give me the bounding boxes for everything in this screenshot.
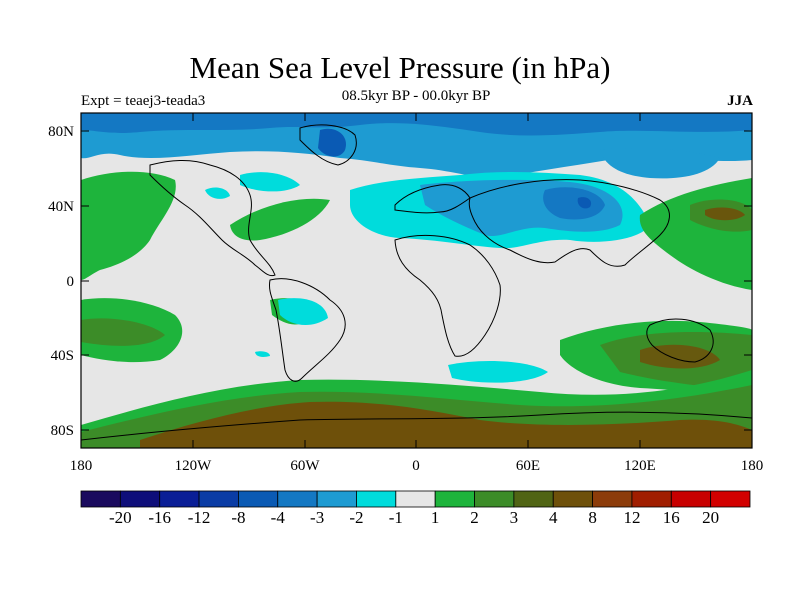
tibet-low: [543, 187, 605, 220]
colorbar-swatch: [552, 490, 593, 508]
x-tick-label: 180: [70, 458, 93, 474]
colorbar-label: 8: [588, 508, 597, 527]
season-label: JJA: [727, 93, 753, 109]
colorbar-label: -3: [310, 508, 324, 527]
subpolar-cyan: [205, 187, 230, 199]
colorbar-swatch: [80, 490, 121, 508]
africa-coast: [394, 235, 501, 357]
chart-subtitle: 08.5kyr BP - 00.0kyr BP: [341, 88, 491, 104]
asia-coast: [468, 179, 670, 267]
south-america-coast: [269, 278, 346, 382]
colorbar-label: 16: [663, 508, 680, 527]
pressure-anomaly-field: [81, 113, 752, 448]
colorbar-swatch: [198, 490, 239, 508]
south-america-cyan: [278, 298, 328, 326]
colorbar-swatch: [277, 490, 318, 508]
south-pacific-high-core: [81, 318, 165, 346]
colorbar-label: 4: [549, 508, 558, 527]
colorbar-swatch: [119, 490, 161, 508]
colorbar-swatch: [395, 490, 436, 508]
colorbar-swatch: [316, 490, 357, 508]
colorbar-label: -2: [349, 508, 363, 527]
colorbar: -20 -16 -12 -8 -4 -3 -2 -1 1 2 3 4 8 12 16 20: [80, 490, 751, 527]
colorbar-swatch: [238, 490, 279, 508]
atlantic-high: [230, 198, 330, 241]
north-america-coast: [149, 160, 276, 277]
colorbar-swatch: [670, 490, 712, 508]
colorbar-label: -4: [271, 508, 286, 527]
y-axis: 80N 40N 0 40S 80S: [48, 124, 752, 439]
y-tick-label: 40S: [51, 348, 74, 364]
x-tick-label: 60E: [516, 458, 540, 474]
colorbar-label: 3: [510, 508, 519, 527]
y-tick-label: 40N: [48, 199, 74, 215]
antarctica-coast: [81, 411, 752, 441]
colorbar-swatch: [474, 490, 515, 508]
experiment-label: Expt = teaej3-teada3: [81, 93, 206, 109]
colorbar-swatch: [356, 490, 397, 508]
colorbar-swatch: [592, 490, 633, 508]
colorbar-label: -12: [188, 508, 211, 527]
colorbar-swatch: [710, 490, 751, 508]
coastlines: [81, 124, 752, 441]
x-tick-label: 120E: [624, 458, 656, 474]
north-pacific-high: [81, 171, 176, 280]
colorbar-swatch: [434, 490, 475, 508]
colorbar-label: 1: [431, 508, 440, 527]
colorbar-swatch: [631, 490, 672, 508]
colorbar-swatch: [159, 490, 200, 508]
x-tick-label: 60W: [290, 458, 320, 474]
north-atlantic-cyan: [240, 172, 300, 192]
east-asia-high-peak: [705, 207, 745, 221]
tibet-core-low: [577, 197, 592, 209]
colorbar-label: -1: [389, 508, 403, 527]
chart-title: Mean Sea Level Pressure (in hPa): [189, 50, 611, 85]
greenland-low: [318, 128, 346, 157]
y-tick-label: 80S: [51, 423, 74, 439]
colorbar-label: 20: [702, 508, 719, 527]
colorbar-label: 12: [623, 508, 640, 527]
x-axis: 180 120W 60W 0 60E 120E 180: [70, 113, 764, 474]
colorbar-label: 2: [470, 508, 479, 527]
y-tick-label: 80N: [48, 124, 74, 140]
siberia-low: [600, 147, 720, 179]
australia-coast: [646, 318, 714, 363]
arctic-deep-region: [81, 113, 752, 136]
colorbar-label: -20: [109, 508, 132, 527]
colorbar-swatch: [513, 490, 554, 508]
x-tick-label: 180: [741, 458, 764, 474]
x-tick-label: 0: [412, 458, 420, 474]
antarctic-brown: [140, 401, 752, 448]
colorbar-label: -8: [231, 508, 245, 527]
y-tick-label: 0: [67, 274, 75, 290]
x-tick-label: 120W: [175, 458, 213, 474]
southern-ocean-cyan: [255, 351, 270, 357]
australia-high-peak: [640, 344, 720, 369]
greenland-coast: [299, 124, 357, 166]
colorbar-label: -16: [148, 508, 171, 527]
south-atlantic-cyan: [448, 360, 548, 383]
